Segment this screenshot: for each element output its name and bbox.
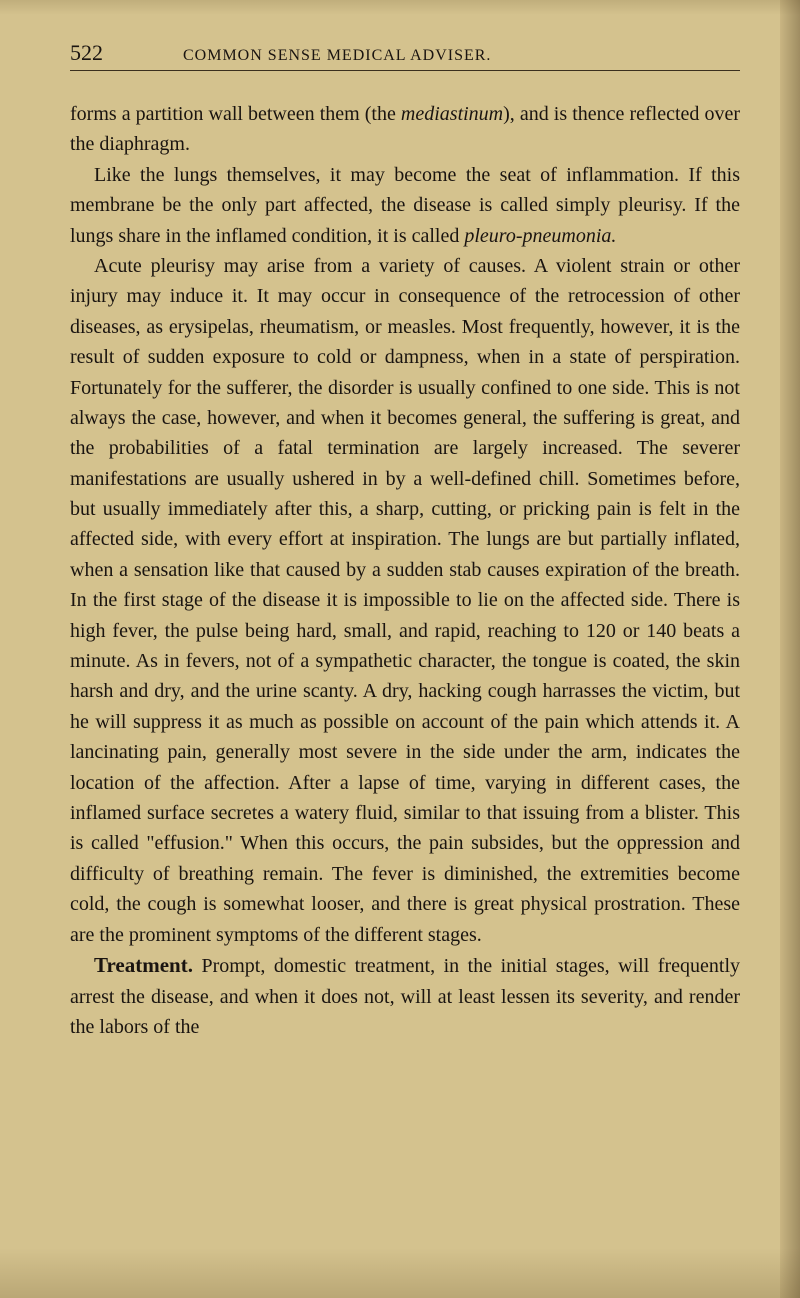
- body-text: forms a partition wall between them (the…: [70, 99, 740, 1043]
- page-bottom-shadow: [0, 1248, 800, 1298]
- paragraph-3: Acute pleurisy may arise from a variety …: [70, 251, 740, 950]
- page-right-edge: [780, 0, 800, 1298]
- p2-italic: pleuro-pneumonia.: [464, 225, 616, 247]
- page-header: 522 COMMON SENSE MEDICAL ADVISER.: [70, 40, 740, 71]
- paragraph-1: forms a partition wall between them (the…: [70, 99, 740, 160]
- page-number: 522: [70, 40, 103, 66]
- p4-lead: Treatment.: [94, 953, 193, 977]
- p2-text-a: Like the lungs themselves, it may become…: [70, 164, 740, 247]
- p1-text-a: forms a partition wall between them (the: [70, 103, 401, 125]
- p3-text: Acute pleurisy may arise from a variety …: [70, 255, 740, 946]
- p1-italic: mediastinum: [401, 103, 503, 125]
- page-top-shadow: [0, 0, 800, 15]
- header-title: COMMON SENSE MEDICAL ADVISER.: [183, 47, 491, 65]
- paragraph-2: Like the lungs themselves, it may become…: [70, 160, 740, 251]
- paragraph-4: Treatment. Prompt, domestic treatment, i…: [70, 950, 740, 1043]
